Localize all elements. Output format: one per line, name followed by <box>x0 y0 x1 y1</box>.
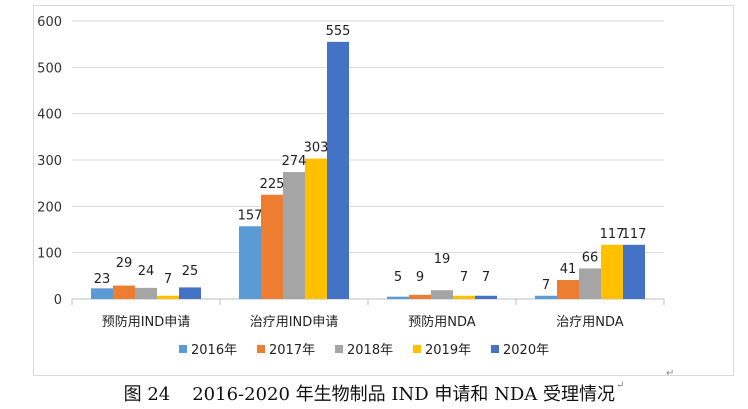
bar-2020年-预防用IND申请 <box>179 287 201 299</box>
data-label: 29 <box>116 256 133 271</box>
bar-2019年-治疗用NDA <box>601 244 623 299</box>
data-label: 25 <box>182 264 199 279</box>
data-label: 23 <box>94 272 111 287</box>
data-label: 66 <box>582 250 599 265</box>
legend-label: 2016年 <box>191 343 237 358</box>
bar-2016年-治疗用IND申请 <box>239 226 261 299</box>
y-tick-label: 300 <box>37 154 62 169</box>
bar-chart: 0 100 200 300 400 500 600 23 29 24 7 25 157 225 27430… <box>37 15 665 358</box>
data-label: 117 <box>622 227 647 242</box>
x-tick-label: 治疗用IND申请 <box>250 315 339 330</box>
bar-2019年-治疗用IND申请 <box>305 158 327 299</box>
legend-swatch <box>257 345 265 353</box>
bar-2020年-治疗用NDA <box>623 244 645 299</box>
bar-2016年-治疗用NDA <box>535 295 557 299</box>
bar-2017年-预防用IND申请 <box>113 285 135 299</box>
data-label: 24 <box>138 264 155 279</box>
data-label: 7 <box>164 272 172 287</box>
bar-2020年-预防用NDA <box>475 295 497 299</box>
legend-swatch <box>335 345 343 353</box>
legend-swatch <box>413 345 421 353</box>
data-label: 7 <box>542 278 550 293</box>
data-label: 225 <box>260 177 285 192</box>
x-tick-label: 治疗用NDA <box>556 315 624 330</box>
bar-2019年-预防用NDA <box>453 295 475 299</box>
y-tick-label: 100 <box>37 247 62 262</box>
data-label: 41 <box>560 262 577 277</box>
bar-2018年-治疗用NDA <box>579 268 601 299</box>
legend-label: 2020年 <box>503 343 549 358</box>
bars <box>91 41 645 299</box>
data-label: 117 <box>600 227 625 242</box>
x-tick-label: 预防用IND申请 <box>102 314 191 330</box>
legend-label: 2018年 <box>347 343 393 358</box>
bar-2020年-治疗用IND申请 <box>327 41 349 299</box>
caption-text: 2016-2020 年生物制品 IND 申请和 NDA 受理情况 <box>192 384 616 405</box>
y-tick-label: 400 <box>37 108 62 123</box>
paragraph-mark: ↵ <box>616 380 625 391</box>
figure-caption: 图 24 2016-2020 年生物制品 IND 申请和 NDA 受理情况↵ <box>0 380 748 406</box>
bar-2017年-预防用NDA <box>409 294 431 299</box>
bar-2017年-治疗用NDA <box>557 280 579 299</box>
bar-2018年-预防用IND申请 <box>135 287 157 299</box>
bar-2018年-治疗用IND申请 <box>283 172 305 299</box>
legend-label: 2017年 <box>269 343 315 358</box>
y-tick-label: 600 <box>37 15 62 30</box>
legend-swatch <box>179 345 187 353</box>
y-axis-ticks: 0 100 200 300 400 500 600 <box>37 15 62 308</box>
bar-2017年-治疗用IND申请 <box>261 194 283 299</box>
data-label: 7 <box>482 270 490 285</box>
data-label: 19 <box>434 252 451 267</box>
x-axis-ticks: 预防用IND申请 治疗用IND申请 预防用NDA 治疗用NDA <box>71 299 665 330</box>
bar-2018年-预防用NDA <box>431 290 453 299</box>
data-label: 555 <box>326 24 351 39</box>
bar-2016年-预防用IND申请 <box>91 288 113 299</box>
gridlines <box>72 20 664 300</box>
paragraph-mark-stray: ↵ <box>666 368 675 379</box>
data-label: 9 <box>416 270 424 285</box>
data-label: 157 <box>238 208 263 223</box>
x-tick-label: 预防用NDA <box>408 314 476 330</box>
legend-swatch <box>491 345 499 353</box>
caption-label: 图 24 <box>123 384 171 405</box>
legend: 2016年 2017年 2018年 2019年 2020年 <box>179 343 549 358</box>
data-label: 7 <box>460 270 468 285</box>
bar-2019年-预防用IND申请 <box>157 295 179 299</box>
y-tick-label: 200 <box>37 200 62 215</box>
legend-label: 2019年 <box>425 343 471 358</box>
data-label: 274 <box>282 154 307 169</box>
y-tick-label: 0 <box>54 293 62 308</box>
data-label: 303 <box>304 141 329 156</box>
data-label: 5 <box>394 270 402 285</box>
y-tick-label: 500 <box>37 61 62 76</box>
bar-2016年-预防用NDA <box>387 296 409 299</box>
